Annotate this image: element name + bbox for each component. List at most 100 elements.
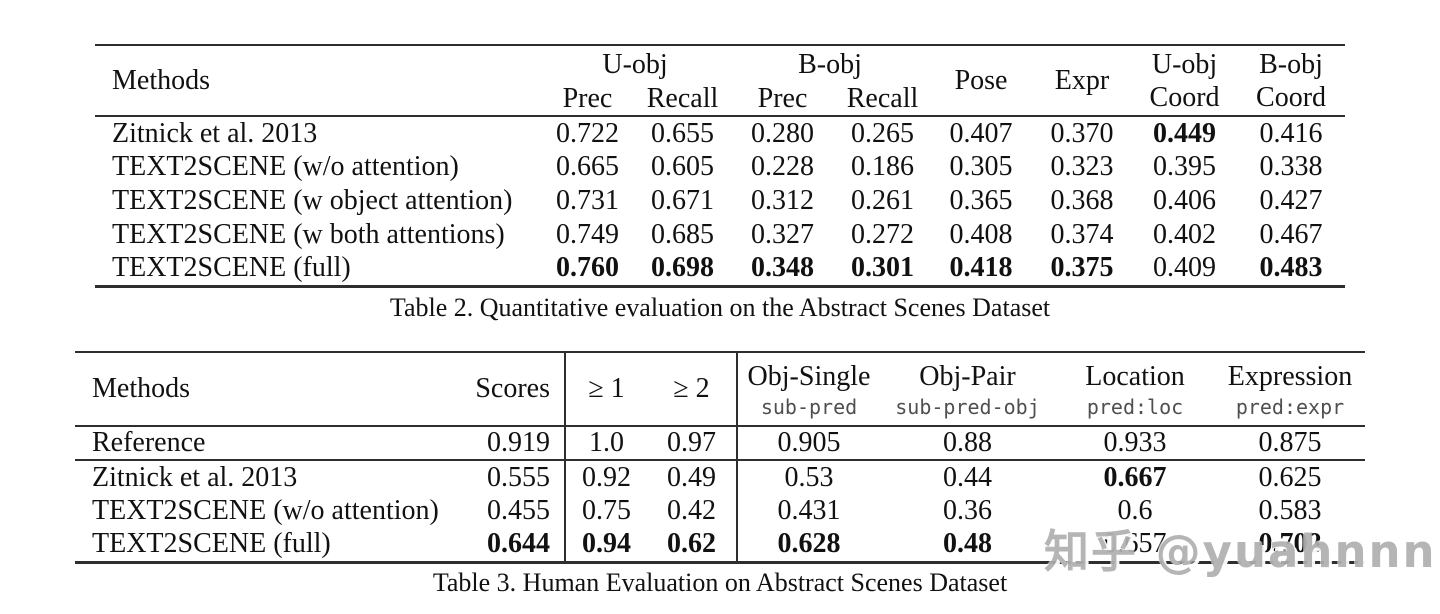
col-header-location: Location [1085, 361, 1185, 392]
col-header-obj-pair: Obj-Pair [919, 361, 1016, 392]
table-cell: 0.48 [943, 528, 992, 560]
col-subheader-pred-loc: pred:loc [1055, 395, 1215, 427]
table-row: Zitnick et al. 2013 0.722 0.655 0.280 0.… [95, 116, 1345, 150]
table-cell: 0.228 [751, 151, 815, 182]
table-cell: 0.667 [1103, 461, 1167, 493]
table-row: TEXT2SCENE (w/o attention) 0.455 0.75 0.… [75, 494, 1365, 528]
method-cell: TEXT2SCENE (w/o attention) [112, 151, 459, 182]
table-cell: 0.671 [651, 185, 714, 216]
col-header-scores: Scores [455, 352, 566, 427]
table-cell: 0.42 [647, 494, 738, 528]
table-cell: 0.408 [949, 219, 1013, 250]
table-row: TEXT2SCENE (w object attention) 0.731 0.… [95, 184, 1345, 218]
table3-header-mono-row: sub-pred sub-pred-obj pred:loc pred:expr [75, 395, 1365, 427]
table-cell: 0.186 [851, 151, 915, 182]
table-cell: 0.449 [1153, 117, 1217, 149]
table-cell: 0.348 [751, 252, 815, 284]
table-cell: 0.75 [582, 495, 631, 526]
table-cell: 0.933 [1055, 426, 1215, 461]
table-cell: 0.418 [949, 252, 1013, 284]
table-cell: 0.375 [1050, 252, 1114, 284]
table-cell: 0.92 [582, 461, 631, 493]
table-cell: 0.657 [1103, 528, 1167, 560]
table-cell: 0.301 [851, 252, 915, 284]
table-cell: 0.467 [1259, 219, 1323, 250]
table-cell: 0.338 [1259, 151, 1323, 182]
table-cell: 0.312 [751, 185, 815, 216]
col-header-methods: Methods [95, 45, 540, 117]
method-cell: TEXT2SCENE (w both attentions) [112, 219, 505, 250]
table-cell: 0.272 [851, 219, 915, 250]
bobj-coord-line2: Coord [1256, 81, 1327, 113]
method-cell: TEXT2SCENE (w object attention) [112, 185, 513, 216]
col-subheader-sub-pred-obj: sub-pred-obj [880, 395, 1055, 427]
table-3: Methods Scores ≥ 1 ≥ 2 Obj-Single Obj-Pa… [75, 351, 1365, 564]
table-cell: 0.407 [949, 117, 1013, 149]
table-cell: 0.374 [1050, 219, 1114, 250]
human-evaluation-table: Methods Scores ≥ 1 ≥ 2 Obj-Single Obj-Pa… [75, 351, 1365, 564]
table-cell: 0.760 [556, 252, 619, 284]
table-cell: 0.731 [556, 185, 619, 216]
table-cell: 0.431 [777, 495, 841, 526]
table3-caption: Table 3. Human Evaluation on Abstract Sc… [432, 568, 1008, 597]
table-cell: 0.323 [1050, 151, 1114, 182]
col-header-uobj-recall: Recall [635, 83, 731, 117]
table-cell: 0.365 [949, 185, 1013, 216]
table-row: TEXT2SCENE (w both attentions) 0.749 0.6… [95, 218, 1345, 252]
uobj-coord-line2: Coord [1149, 81, 1220, 113]
table-cell: 0.409 [1153, 252, 1217, 284]
table-cell: 0.88 [880, 426, 1055, 461]
method-cell: TEXT2SCENE (w/o attention) [92, 495, 439, 526]
table-cell: 0.94 [582, 528, 631, 560]
table-cell: 0.416 [1259, 117, 1323, 149]
table3-header-main-row: Methods Scores ≥ 1 ≥ 2 Obj-Single Obj-Pa… [75, 352, 1365, 427]
table-cell: 0.305 [949, 151, 1013, 182]
col-header-expr: Expr [1032, 45, 1133, 117]
method-cell: TEXT2SCENE (full) [112, 252, 351, 284]
table-cell: 0.53 [784, 461, 834, 493]
table-cell: 0.97 [647, 426, 738, 461]
table-cell: 0.919 [455, 426, 566, 461]
method-cell: Reference [75, 426, 455, 461]
table-cell: 0.655 [651, 117, 714, 149]
col-group-uobj: U-obj [602, 48, 668, 80]
col-header-bobj-coord: B-obj Coord [1237, 45, 1346, 117]
table-cell: 0.708 [1258, 528, 1322, 560]
table-cell: 0.368 [1050, 185, 1114, 216]
method-cell: Zitnick et al. 2013 [112, 117, 318, 149]
table-cell: 0.280 [751, 117, 815, 149]
table-cell: 0.370 [1050, 117, 1114, 149]
col-header-pose: Pose [930, 45, 1033, 117]
col-header-geq1: ≥ 1 [565, 352, 647, 427]
table-2: Methods U-obj B-obj Pose Expr U-obj Coor… [95, 44, 1346, 288]
table-cell: 0.455 [455, 494, 566, 528]
table-cell: 0.265 [851, 117, 915, 149]
uobj-coord-line1: U-obj [1151, 48, 1218, 80]
table-cell: 0.583 [1258, 495, 1322, 526]
table-cell: 0.722 [556, 117, 619, 149]
col-subheader-pred-expr: pred:expr [1215, 395, 1365, 427]
method-cell: Zitnick et al. 2013 [92, 461, 298, 493]
table-row: TEXT2SCENE (full) 0.644 0.94 0.62 0.628 … [75, 528, 1365, 562]
table-row-reference: Reference 0.919 1.0 0.97 0.905 0.88 0.93… [75, 426, 1365, 461]
table-cell: 0.905 [737, 426, 880, 461]
bobj-coord-line1: B-obj [1259, 48, 1323, 80]
table-cell: 0.327 [751, 219, 815, 250]
col-header-expression: Expression [1227, 361, 1353, 392]
col-subheader-sub-pred: sub-pred [737, 395, 880, 427]
table-cell: 0.644 [455, 528, 566, 562]
method-cell: TEXT2SCENE (full) [92, 528, 331, 560]
table-cell: 0.427 [1259, 185, 1323, 216]
table-row: TEXT2SCENE (full) 0.760 0.698 0.348 0.30… [95, 252, 1345, 286]
table-cell: 0.698 [651, 252, 714, 284]
col-header-bobj-recall: Recall [835, 83, 931, 117]
table-cell: 0.605 [651, 151, 714, 182]
table-cell: 0.402 [1153, 219, 1217, 250]
col-header-geq2: ≥ 2 [647, 352, 738, 427]
table-cell: 0.62 [647, 528, 738, 562]
col-header-bobj-prec: Prec [730, 83, 836, 117]
table-cell: 0.36 [943, 495, 992, 526]
table-cell: 0.6 [1117, 495, 1153, 526]
col-header-obj-single: Obj-Single [747, 361, 871, 392]
table-cell: 0.628 [777, 528, 841, 560]
